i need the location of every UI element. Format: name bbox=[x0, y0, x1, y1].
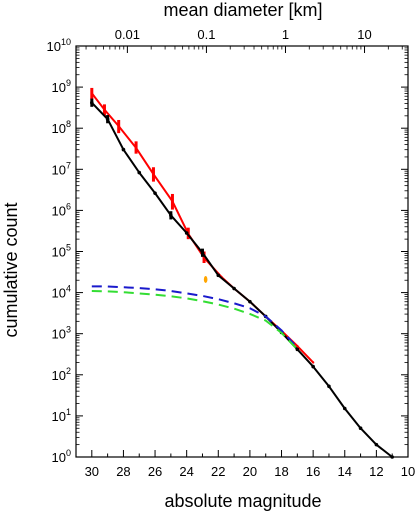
series-1-point bbox=[105, 117, 110, 121]
series-1-point bbox=[295, 347, 300, 352]
series-1-point bbox=[248, 299, 252, 304]
series-0-point bbox=[134, 146, 138, 150]
x-axis-title: absolute magnitude bbox=[164, 491, 321, 511]
series-0-point bbox=[171, 200, 174, 203]
series-1-point bbox=[216, 273, 221, 278]
y-tick-label: 107 bbox=[52, 160, 71, 177]
series-1-point bbox=[153, 191, 157, 195]
series-line-1 bbox=[91, 102, 393, 458]
top-tick-label: 0.01 bbox=[115, 27, 140, 42]
y-tick-label: 105 bbox=[52, 243, 71, 260]
series-1-point bbox=[358, 426, 363, 431]
y-tick-label: 100 bbox=[52, 448, 71, 465]
series-1-point bbox=[169, 213, 173, 218]
top-tick-labels: 0.01 0.1 1 10 bbox=[115, 27, 372, 42]
y-tick-label: 102 bbox=[52, 366, 71, 383]
orange-marker bbox=[203, 275, 208, 283]
x-tick-label: 26 bbox=[148, 464, 162, 479]
series-0-point bbox=[90, 92, 94, 95]
x-tick-label: 28 bbox=[116, 464, 130, 479]
y-tick-label: 109 bbox=[52, 78, 71, 95]
x-tick-label: 30 bbox=[85, 464, 99, 479]
plot-frame bbox=[75, 45, 409, 458]
series-1-point bbox=[311, 364, 315, 369]
series-0-point bbox=[311, 361, 315, 364]
series-1-point bbox=[90, 100, 94, 105]
top-tick-label: 1 bbox=[282, 27, 289, 42]
series-line-2 bbox=[91, 285, 299, 349]
series-layer bbox=[90, 87, 394, 459]
axis-ticks bbox=[75, 45, 409, 458]
y-tick-label: 1010 bbox=[47, 37, 71, 54]
x-tick-label: 22 bbox=[211, 464, 225, 479]
y-tick-labels: 100 101 102 103 104 105 106 107 108 109 1010 bbox=[47, 37, 71, 465]
series-1-point bbox=[200, 250, 205, 255]
x-tick-label: 18 bbox=[274, 464, 288, 479]
y-tick-label: 103 bbox=[52, 325, 71, 342]
top-tick-label: 10 bbox=[357, 27, 371, 42]
x-tick-label: 14 bbox=[338, 464, 352, 479]
series-1-point bbox=[342, 406, 347, 411]
x-tick-label: 20 bbox=[243, 464, 257, 479]
y-tick-label: 106 bbox=[52, 201, 71, 218]
y-tick-label: 101 bbox=[52, 407, 71, 424]
series-0-point bbox=[296, 344, 299, 348]
series-1-point bbox=[121, 147, 126, 152]
top-axis-title: mean diameter [km] bbox=[163, 0, 322, 20]
y-axis-title: cumulative count bbox=[1, 202, 21, 337]
y-tick-label: 104 bbox=[52, 284, 71, 301]
y-tick-label: 108 bbox=[52, 119, 71, 136]
series-0-point bbox=[103, 108, 106, 111]
series-1-point bbox=[390, 455, 394, 459]
series-0-point bbox=[152, 173, 155, 176]
series-1-point bbox=[184, 231, 189, 235]
x-tick-label: 12 bbox=[369, 464, 383, 479]
series-1-point bbox=[137, 170, 142, 175]
x-tick-label: 24 bbox=[179, 464, 193, 479]
series-1-point bbox=[374, 442, 379, 447]
series-line-3 bbox=[91, 289, 299, 351]
x-tick-label: 16 bbox=[306, 464, 320, 479]
series-1-point bbox=[327, 384, 331, 389]
top-tick-label: 0.1 bbox=[197, 27, 215, 42]
series-1-point bbox=[232, 286, 236, 291]
series-0-point bbox=[117, 124, 120, 128]
x-tick-label: 10 bbox=[401, 464, 415, 479]
series-line-0 bbox=[91, 92, 314, 364]
x-tick-labels: 30 28 26 24 22 20 18 16 14 12 10 bbox=[85, 464, 416, 479]
